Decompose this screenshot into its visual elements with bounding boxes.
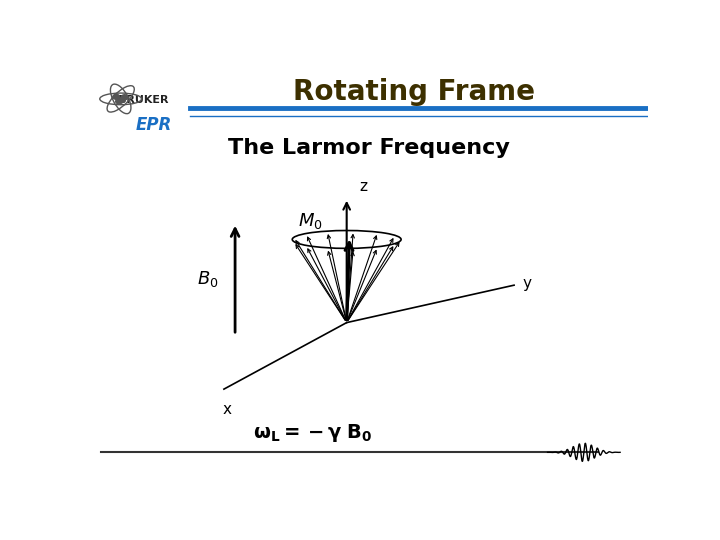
Text: z: z <box>359 179 367 194</box>
Circle shape <box>119 98 125 103</box>
Text: x: x <box>222 402 231 416</box>
Text: The Larmor Frequency: The Larmor Frequency <box>228 138 510 158</box>
Text: Rotating Frame: Rotating Frame <box>292 78 535 106</box>
Text: $\mathbf{\omega_L = -\gamma\ B_0}$: $\mathbf{\omega_L = -\gamma\ B_0}$ <box>253 422 373 444</box>
Text: BRUKER: BRUKER <box>118 95 168 105</box>
Text: $B_0$: $B_0$ <box>197 269 218 289</box>
Circle shape <box>113 94 120 99</box>
Text: EPR: EPR <box>136 116 172 134</box>
Text: y: y <box>523 275 531 291</box>
Circle shape <box>116 99 122 104</box>
Text: $M_0$: $M_0$ <box>298 211 323 231</box>
Circle shape <box>121 94 128 100</box>
